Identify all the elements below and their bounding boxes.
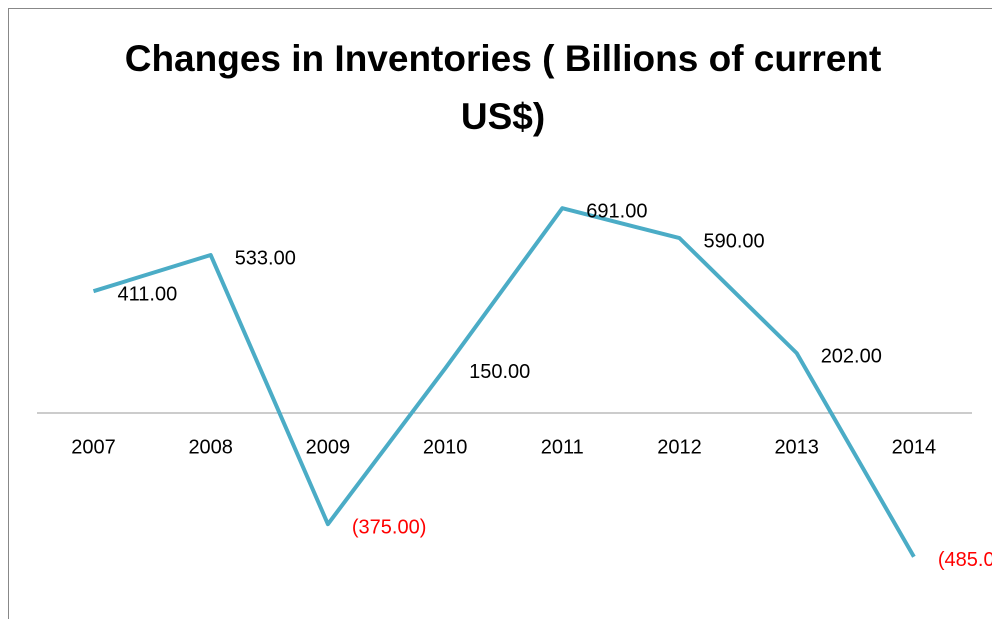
x-tick-label: 2013 (774, 436, 819, 458)
x-tick-label: 2014 (892, 436, 937, 458)
data-label: (485.00) (938, 549, 992, 571)
x-tick-label: 2009 (306, 436, 351, 458)
x-tick-label: 2011 (541, 436, 584, 458)
data-label: 533.00 (235, 247, 296, 269)
data-label: 150.00 (469, 361, 530, 383)
chart-border (8, 8, 992, 619)
data-label: 411.00 (118, 283, 178, 305)
data-label: 691.00 (586, 200, 647, 222)
data-label: 590.00 (704, 230, 765, 252)
x-tick-label: 2007 (71, 436, 116, 458)
data-label: (375.00) (352, 516, 427, 538)
x-tick-label: 2008 (188, 436, 233, 458)
data-label: 202.00 (821, 345, 882, 367)
x-tick-label: 2010 (423, 436, 468, 458)
line (92, 206, 916, 558)
chart-title: Changes in Inventories ( Billions of cur… (124, 38, 882, 137)
x-tick-label: 2012 (657, 436, 702, 458)
